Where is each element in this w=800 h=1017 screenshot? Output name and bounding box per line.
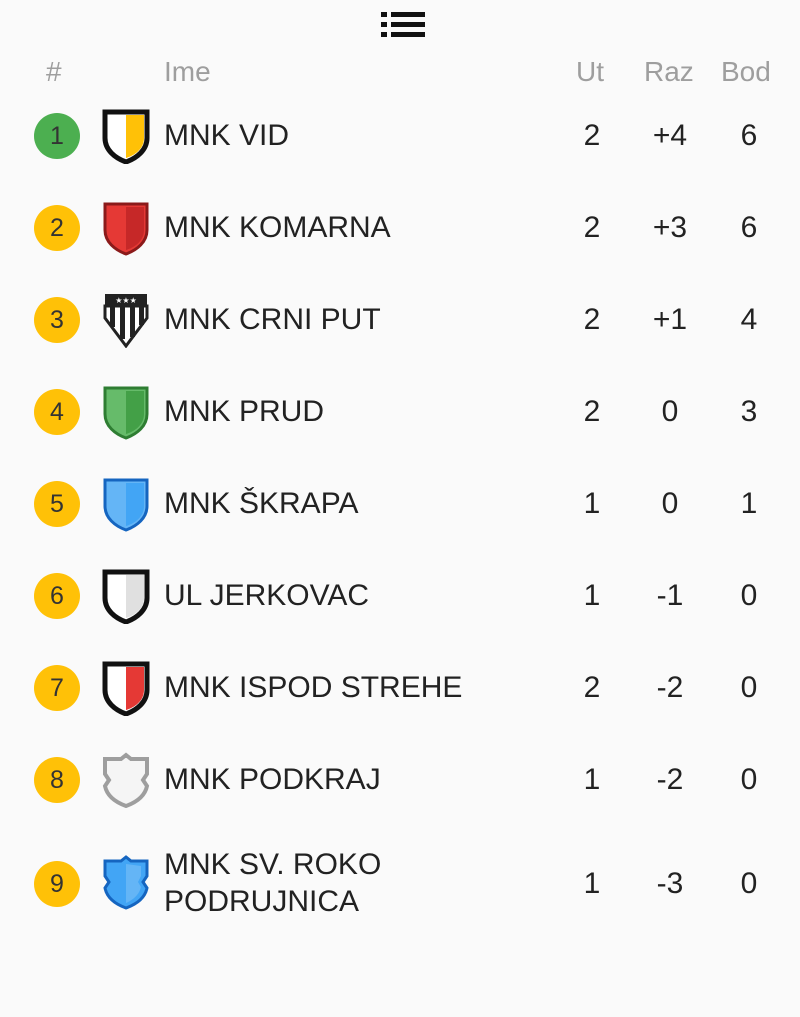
played-value: 1 <box>583 867 601 900</box>
shield-gray-outline-icon <box>101 752 151 808</box>
rank-badge: 4 <box>34 389 80 435</box>
team-name: MNK VID <box>164 119 290 152</box>
points-value: 1 <box>740 487 758 520</box>
rank-badge: 2 <box>34 205 80 251</box>
table-row[interactable]: 6 UL JERKOVAC 1 -1 0 <box>0 550 800 642</box>
played-value: 2 <box>583 211 601 244</box>
shield-white-red-icon <box>101 660 151 716</box>
diff-value: +4 <box>652 119 688 152</box>
header-rank: # <box>46 56 62 87</box>
team-name: MNK CRNI PUT <box>164 303 381 336</box>
points-value: 0 <box>740 867 758 900</box>
diff-value: +1 <box>652 303 688 336</box>
team-name: MNK KOMARNA <box>164 211 391 244</box>
points-value: 6 <box>740 211 758 244</box>
header-played: Ut <box>576 56 604 87</box>
points-value: 3 <box>740 395 758 428</box>
table-row[interactable]: 7 MNK ISPOD STREHE 2 -2 0 <box>0 642 800 734</box>
rank-badge: 7 <box>34 665 80 711</box>
menu-list-icon[interactable] <box>381 12 425 38</box>
shield-black-white-stripes-icon: ★★★ <box>101 292 151 348</box>
team-name-line2: PODRUJNICA <box>164 885 360 918</box>
rank-badge: 1 <box>34 113 80 159</box>
shield-blue-ornate-icon <box>101 854 151 910</box>
team-name: MNK PODKRAJ <box>164 763 381 796</box>
table-row[interactable]: 4 MNK PRUD 2 0 3 <box>0 366 800 458</box>
points-value: 0 <box>740 763 758 796</box>
table-row[interactable]: 5 MNK ŠKRAPA 1 0 1 <box>0 458 800 550</box>
table-header: # Ime Ut Raz Bod <box>0 50 800 94</box>
table-row[interactable]: 3 ★★★ MNK CRNI PUT 2 +1 4 <box>0 274 800 366</box>
team-name: MNK SV. ROKO <box>164 848 382 881</box>
points-value: 0 <box>740 671 758 704</box>
points-value: 6 <box>740 119 758 152</box>
diff-value: +3 <box>652 211 688 244</box>
played-value: 2 <box>583 395 601 428</box>
team-name: UL JERKOVAC <box>164 579 370 612</box>
diff-value: -2 <box>656 671 684 704</box>
played-value: 1 <box>583 763 601 796</box>
diff-value: -3 <box>656 867 684 900</box>
shield-light-blue-icon <box>101 476 151 532</box>
team-name: MNK ŠKRAPA <box>164 487 359 520</box>
played-value: 1 <box>583 487 601 520</box>
rank-badge: 9 <box>34 861 80 907</box>
shield-white-icon <box>101 568 151 624</box>
rank-badge: 8 <box>34 757 80 803</box>
diff-value: -1 <box>656 579 684 612</box>
played-value: 2 <box>583 119 601 152</box>
table-row[interactable]: 1 MNK VID 2 +4 6 <box>0 90 800 182</box>
team-name: MNK ISPOD STREHE <box>164 671 463 704</box>
header-diff: Raz <box>644 56 694 87</box>
shield-red-icon <box>101 200 151 256</box>
points-value: 4 <box>740 303 758 336</box>
rank-badge: 6 <box>34 573 80 619</box>
header-name: Ime <box>164 56 211 87</box>
points-value: 0 <box>740 579 758 612</box>
table-row[interactable]: 2 MNK KOMARNA 2 +3 6 <box>0 182 800 274</box>
diff-value: -2 <box>656 763 684 796</box>
diff-value: 0 <box>661 487 679 520</box>
table-row[interactable]: 8 MNK PODKRAJ 1 -2 0 <box>0 734 800 826</box>
played-value: 2 <box>583 671 601 704</box>
table-row[interactable]: 9 MNK SV. ROKO PODRUJNICA 1 -3 0 <box>0 826 800 942</box>
header-points: Bod <box>721 56 771 87</box>
svg-text:★★★: ★★★ <box>115 296 137 305</box>
rank-badge: 3 <box>34 297 80 343</box>
played-value: 2 <box>583 303 601 336</box>
team-name: MNK PRUD <box>164 395 325 428</box>
shield-green-icon <box>101 384 151 440</box>
played-value: 1 <box>583 579 601 612</box>
shield-black-yellow-icon <box>101 108 151 164</box>
rank-badge: 5 <box>34 481 80 527</box>
diff-value: 0 <box>661 395 679 428</box>
